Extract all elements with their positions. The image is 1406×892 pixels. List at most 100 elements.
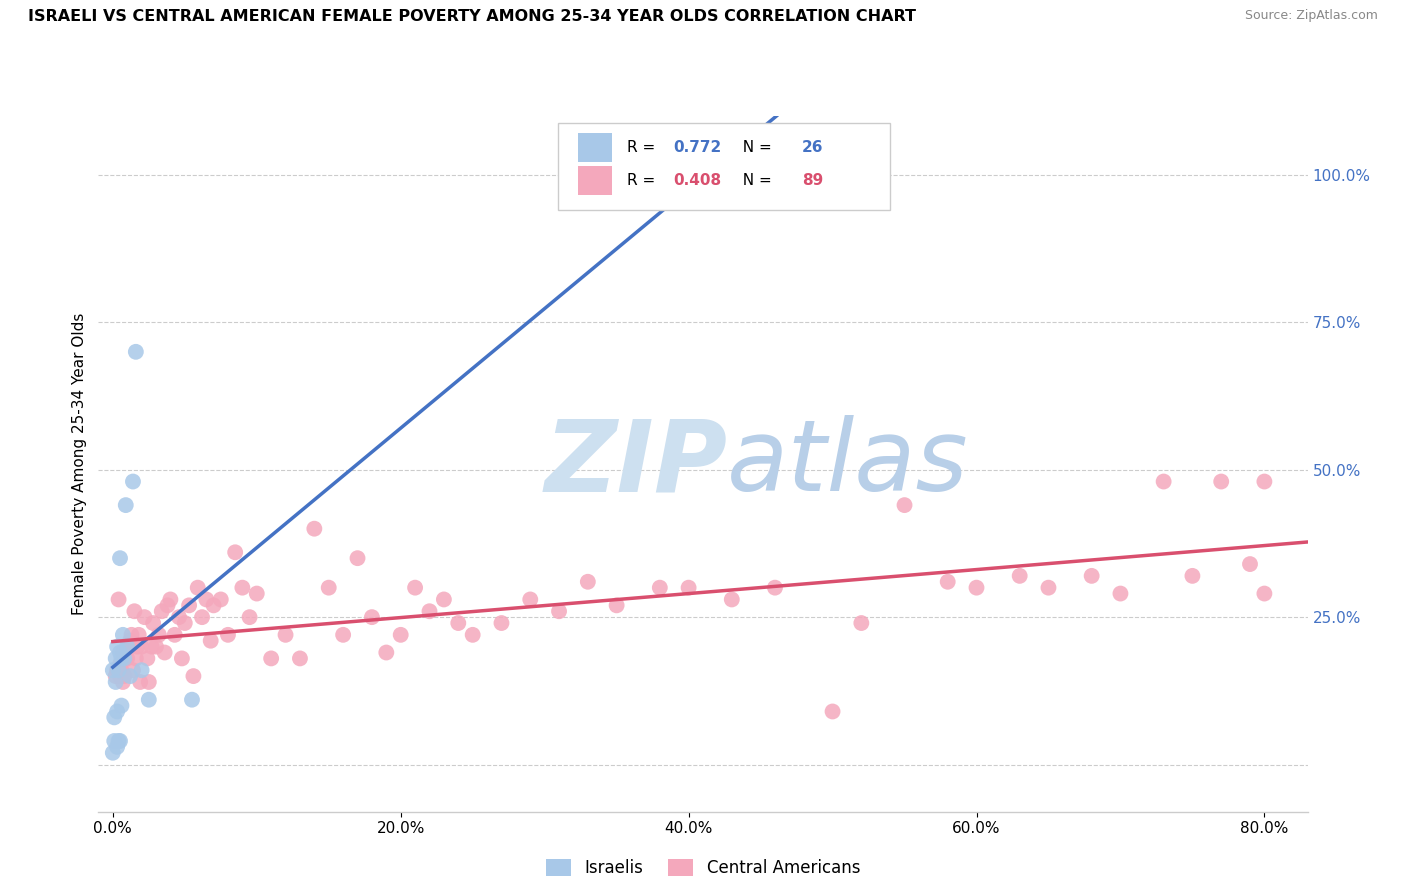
Point: [202, 599, 225, 613]
Point: [153, 646, 176, 660]
Point: [105, 663, 128, 677]
Point: [389, 628, 412, 642]
Point: [179, 599, 201, 613]
Point: [104, 651, 127, 665]
Point: [104, 669, 127, 683]
Text: 89: 89: [803, 173, 824, 188]
Text: 26: 26: [803, 140, 824, 155]
Point: [195, 592, 218, 607]
Point: [108, 734, 131, 748]
Point: [131, 663, 153, 677]
Text: 0.772: 0.772: [673, 140, 721, 155]
Point: [304, 522, 326, 536]
Point: [361, 610, 384, 624]
Point: [821, 705, 844, 719]
Text: atlas: atlas: [727, 416, 969, 512]
Point: [101, 746, 124, 760]
Point: [114, 651, 136, 665]
Point: [105, 705, 128, 719]
Point: [110, 663, 132, 677]
Point: [136, 651, 159, 665]
Point: [576, 574, 599, 589]
Point: [318, 581, 340, 595]
Text: ZIP: ZIP: [544, 416, 727, 512]
Point: [648, 581, 671, 595]
Point: [1181, 569, 1204, 583]
Point: [110, 651, 132, 665]
Bar: [578, 133, 613, 161]
Point: [209, 592, 232, 607]
Point: [129, 675, 152, 690]
Text: N =: N =: [734, 140, 778, 155]
Point: [138, 675, 160, 690]
Point: [191, 610, 214, 624]
Text: 0.408: 0.408: [673, 173, 721, 188]
Point: [121, 628, 143, 642]
Point: [108, 551, 131, 566]
Point: [187, 581, 209, 595]
Point: [461, 628, 484, 642]
Point: [274, 628, 297, 642]
Text: Source: ZipAtlas.com: Source: ZipAtlas.com: [1244, 9, 1378, 22]
Point: [763, 581, 786, 595]
Point: [104, 675, 127, 690]
Point: [217, 628, 239, 642]
Point: [124, 604, 146, 618]
Point: [127, 640, 149, 654]
Point: [107, 734, 129, 748]
Point: [163, 628, 186, 642]
Point: [115, 640, 138, 654]
Point: [375, 646, 398, 660]
Point: [1008, 569, 1031, 583]
Point: [1080, 569, 1102, 583]
Point: [404, 581, 426, 595]
Point: [183, 669, 205, 683]
Point: [111, 646, 134, 660]
Point: [231, 581, 253, 595]
Point: [107, 663, 129, 677]
Point: [125, 344, 148, 359]
Point: [1253, 475, 1275, 489]
Point: [122, 475, 145, 489]
Point: [120, 633, 142, 648]
Text: R =: R =: [627, 173, 659, 188]
Point: [122, 663, 145, 677]
Point: [720, 592, 742, 607]
Point: [181, 692, 204, 706]
Point: [288, 651, 311, 665]
Point: [138, 692, 160, 706]
Point: [131, 640, 153, 654]
Point: [105, 640, 128, 654]
Point: [1211, 475, 1233, 489]
Point: [1153, 475, 1175, 489]
Point: [851, 615, 873, 630]
Point: [491, 615, 513, 630]
FancyBboxPatch shape: [558, 123, 890, 210]
Point: [112, 669, 135, 683]
Point: [1038, 581, 1060, 595]
Point: [108, 657, 131, 672]
Point: [108, 646, 131, 660]
Point: [159, 592, 181, 607]
Point: [141, 640, 163, 654]
Point: [107, 663, 129, 677]
Point: [167, 610, 190, 624]
Point: [120, 669, 142, 683]
Point: [246, 586, 269, 600]
Point: [1109, 586, 1132, 600]
Point: [134, 610, 156, 624]
Point: [112, 651, 135, 665]
Point: [118, 640, 141, 654]
Point: [433, 592, 456, 607]
Point: [105, 739, 128, 754]
Point: [142, 615, 165, 630]
Point: [111, 675, 134, 690]
Point: [145, 640, 167, 654]
Point: [108, 669, 131, 683]
Point: [148, 628, 170, 642]
Point: [173, 615, 195, 630]
Point: [103, 734, 125, 748]
Point: [101, 663, 124, 677]
Point: [170, 651, 193, 665]
Point: [115, 651, 138, 665]
